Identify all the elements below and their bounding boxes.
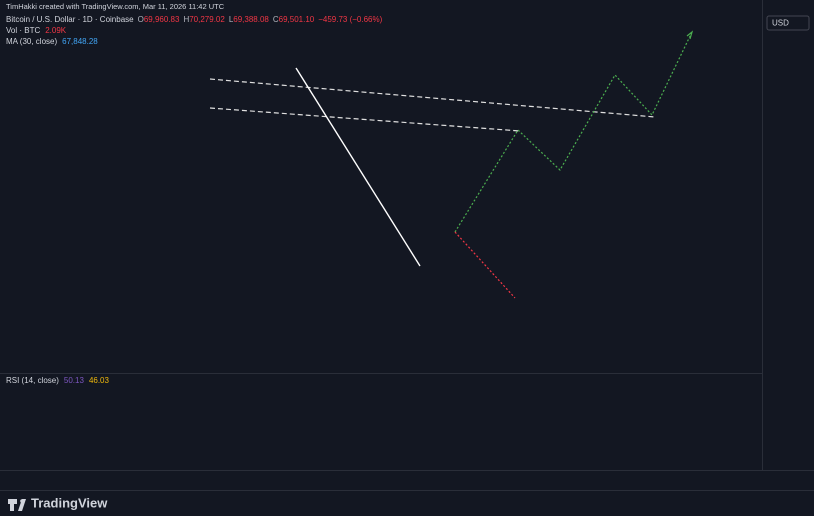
legend-item: 70,279.02 — [189, 15, 225, 24]
brand-logo — [8, 499, 26, 511]
legend-item: 69,960.83 — [144, 15, 180, 24]
legend-item: RSI (14, close) — [6, 376, 59, 385]
legend-line: MA (30, close) 67,848.28 — [6, 37, 98, 46]
legend-item: O — [138, 15, 144, 24]
legend-item: MA (30, close) — [6, 37, 57, 46]
logo-dot — [20, 499, 24, 503]
legend-item: H — [183, 15, 189, 24]
decline-line — [295, 67, 421, 267]
legend-line: Bitcoin / U.S. Dollar · 1D · Coinbase O69… — [6, 15, 383, 24]
arrow-head — [686, 30, 694, 40]
legend-line: Vol · BTC 2.09K — [6, 26, 67, 35]
legend-item: Vol · BTC — [6, 26, 40, 35]
legend-item: 69,388.08 — [233, 15, 269, 24]
legend-item: −459.73 (−0.66%) — [318, 15, 382, 24]
currency-box[interactable] — [766, 15, 810, 31]
bull-projection — [454, 31, 693, 233]
dashed-trendline — [209, 78, 656, 118]
credit: TimHakki created with TradingView.com, M… — [6, 2, 225, 11]
legend-line: RSI (14, close) 50.13 46.03 — [6, 376, 110, 385]
legend-item: 69,501.10 — [279, 15, 315, 24]
legend-item: Bitcoin / U.S. Dollar · 1D · Coinbase — [6, 15, 134, 24]
dashed-trendline — [209, 107, 521, 132]
legend-item: 46.03 — [89, 376, 110, 385]
currency: USD — [772, 19, 789, 28]
bear-projection — [454, 231, 516, 299]
legend-item: C — [273, 15, 279, 24]
legend-item: 50.13 — [64, 376, 85, 385]
trend-drawings — [209, 30, 694, 299]
legend-item: 67,848.28 — [62, 37, 98, 46]
legend-item: L — [229, 15, 234, 24]
brand: TradingView — [31, 495, 108, 510]
legend-item: 2.09K — [45, 26, 67, 35]
